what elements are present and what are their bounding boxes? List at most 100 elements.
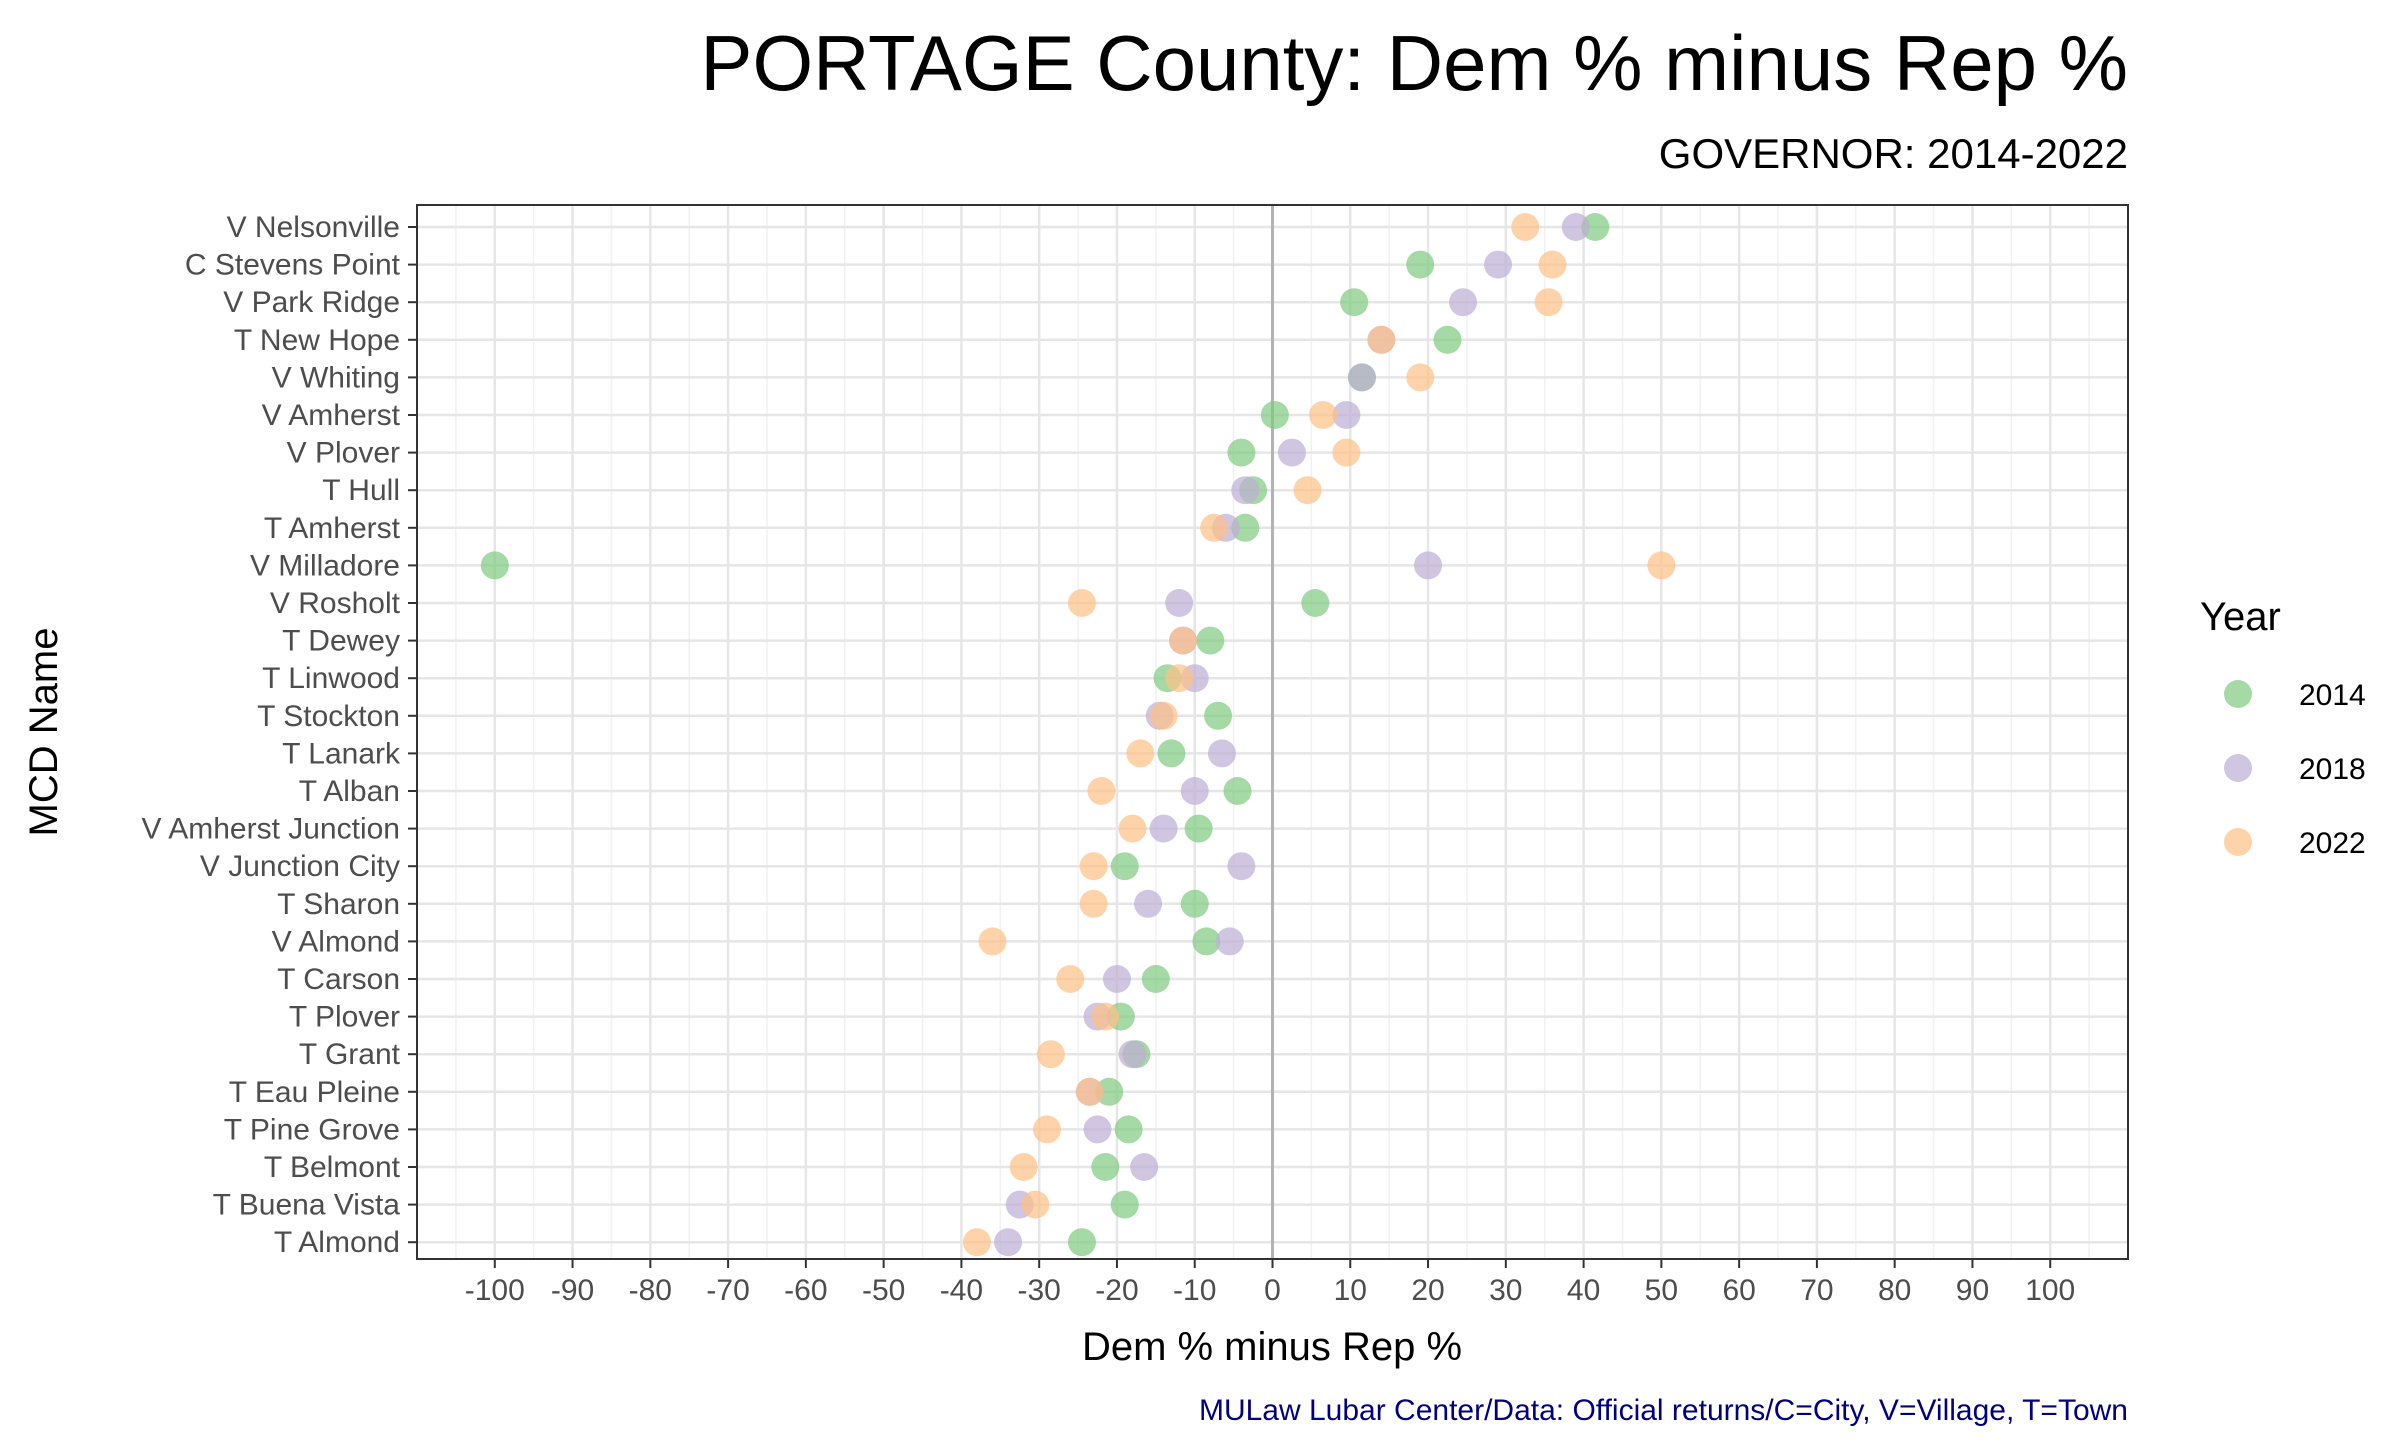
x-tick-label: -10 bbox=[1173, 1274, 1216, 1307]
y-tick-label: T New Hope bbox=[234, 324, 400, 357]
x-tick-label: -50 bbox=[862, 1274, 905, 1307]
x-tick-label: 50 bbox=[1645, 1274, 1678, 1307]
point-2018 bbox=[1332, 401, 1361, 429]
point-2022 bbox=[1032, 1115, 1061, 1144]
x-tick-label: -40 bbox=[940, 1274, 983, 1307]
point-2014 bbox=[1067, 1228, 1096, 1257]
point-2014 bbox=[1204, 701, 1233, 730]
y-tick-label: T Buena Vista bbox=[213, 1189, 401, 1222]
y-axis: V Nelsonville C Stevens Point V Park Ridge… bbox=[142, 211, 417, 1259]
legend-label-2014: 2014 bbox=[2299, 679, 2366, 712]
point-2022 bbox=[1036, 1040, 1065, 1069]
point-2018 bbox=[1165, 589, 1194, 617]
point-2014 bbox=[1231, 513, 1260, 542]
point-2022 bbox=[1075, 1077, 1104, 1106]
y-tick-label: V Park Ridge bbox=[223, 286, 400, 319]
x-tick-label: -30 bbox=[1018, 1274, 1061, 1307]
point-2022 bbox=[1169, 626, 1198, 655]
point-2018 bbox=[1083, 1115, 1112, 1144]
point-2022 bbox=[1079, 852, 1108, 881]
x-tick-label: -100 bbox=[465, 1274, 525, 1307]
point-2014 bbox=[1184, 814, 1213, 843]
y-tick-label: T Linwood bbox=[262, 662, 400, 695]
point-2022 bbox=[1118, 814, 1147, 843]
point-2022 bbox=[1165, 664, 1194, 693]
y-tick-label: T Almond bbox=[274, 1226, 400, 1259]
y-tick-label: T Plover bbox=[289, 1001, 400, 1034]
point-2018 bbox=[1215, 927, 1244, 956]
point-2022 bbox=[1332, 438, 1361, 467]
point-2014 bbox=[1192, 927, 1221, 956]
point-2022 bbox=[1067, 589, 1096, 617]
point-2022 bbox=[1079, 889, 1108, 918]
point-2022 bbox=[1309, 401, 1338, 429]
caption: MULaw Lubar Center/Data: Official return… bbox=[1199, 1394, 2128, 1427]
point-2022 bbox=[1087, 777, 1116, 805]
y-tick-label: V Plover bbox=[287, 437, 400, 470]
point-2018 bbox=[1134, 889, 1163, 918]
x-tick-label: -70 bbox=[706, 1274, 749, 1307]
y-tick-label: T Carson bbox=[277, 963, 400, 996]
x-tick-label: 10 bbox=[1334, 1274, 1367, 1307]
y-tick-label: T Hull bbox=[322, 474, 400, 507]
point-2018 bbox=[1180, 777, 1209, 805]
y-tick-label: T Alban bbox=[299, 775, 400, 808]
x-tick-label: -20 bbox=[1095, 1274, 1138, 1307]
point-2022 bbox=[1149, 701, 1178, 730]
legend-key-2018 bbox=[2224, 754, 2252, 782]
point-2014 bbox=[480, 551, 509, 580]
y-tick-label: V Amherst bbox=[262, 399, 401, 432]
chart-title: PORTAGE County: Dem % minus Rep % bbox=[700, 19, 2128, 107]
point-2014 bbox=[1180, 889, 1209, 918]
y-tick-label: T Pine Grove bbox=[224, 1113, 400, 1146]
x-tick-label: 80 bbox=[1878, 1274, 1911, 1307]
point-2014 bbox=[1141, 965, 1170, 993]
point-2018 bbox=[1149, 814, 1178, 843]
y-tick-label: T Belmont bbox=[264, 1151, 401, 1184]
y-tick-label: V Amherst Junction bbox=[142, 813, 400, 846]
legend-key-2022 bbox=[2224, 828, 2252, 856]
point-2022 bbox=[1534, 288, 1563, 317]
point-2018 bbox=[1102, 965, 1131, 993]
legend-title: Year bbox=[2200, 595, 2281, 639]
y-tick-label: T Grant bbox=[299, 1038, 401, 1071]
point-2014 bbox=[1091, 1153, 1120, 1181]
chart-subtitle: GOVERNOR: 2014-2022 bbox=[1659, 130, 2128, 177]
x-tick-label: 60 bbox=[1722, 1274, 1755, 1307]
point-2022 bbox=[1293, 476, 1322, 505]
y-tick-label: V Nelsonville bbox=[227, 211, 400, 244]
y-axis-title: MCD Name bbox=[22, 628, 66, 837]
y-tick-label: T Sharon bbox=[277, 888, 400, 921]
point-2018 bbox=[1277, 438, 1306, 467]
point-2022 bbox=[1091, 1002, 1120, 1031]
point-2018 bbox=[994, 1228, 1023, 1257]
point-2014 bbox=[1157, 739, 1186, 768]
point-2018 bbox=[1449, 288, 1478, 317]
point-2022 bbox=[1406, 363, 1435, 392]
x-tick-label: -60 bbox=[784, 1274, 827, 1307]
point-2018 bbox=[1414, 551, 1443, 580]
point-2014 bbox=[1433, 325, 1462, 354]
point-2018 bbox=[1561, 213, 1590, 241]
point-2022 bbox=[962, 1228, 991, 1257]
y-tick-label: T Lanark bbox=[282, 737, 401, 770]
x-tick-label: 30 bbox=[1489, 1274, 1522, 1307]
y-tick-label: T Eau Pleine bbox=[229, 1076, 400, 1109]
point-2022 bbox=[1009, 1153, 1038, 1181]
point-2022 bbox=[1367, 325, 1396, 354]
legend-label-2018: 2018 bbox=[2299, 753, 2366, 786]
point-2014 bbox=[1406, 250, 1435, 279]
point-2022 bbox=[1538, 250, 1567, 279]
point-2014 bbox=[1227, 438, 1256, 467]
y-tick-label: V Almond bbox=[272, 925, 400, 958]
x-tick-label: -90 bbox=[551, 1274, 594, 1307]
y-tick-label: V Junction City bbox=[200, 850, 400, 883]
legend-label-2022: 2022 bbox=[2299, 827, 2366, 860]
point-2018 bbox=[1484, 250, 1513, 279]
x-tick-label: 90 bbox=[1956, 1274, 1989, 1307]
y-tick-label: V Whiting bbox=[272, 361, 400, 394]
point-2014 bbox=[1196, 626, 1225, 655]
x-tick-label: 70 bbox=[1800, 1274, 1833, 1307]
point-2018 bbox=[1118, 1040, 1147, 1069]
